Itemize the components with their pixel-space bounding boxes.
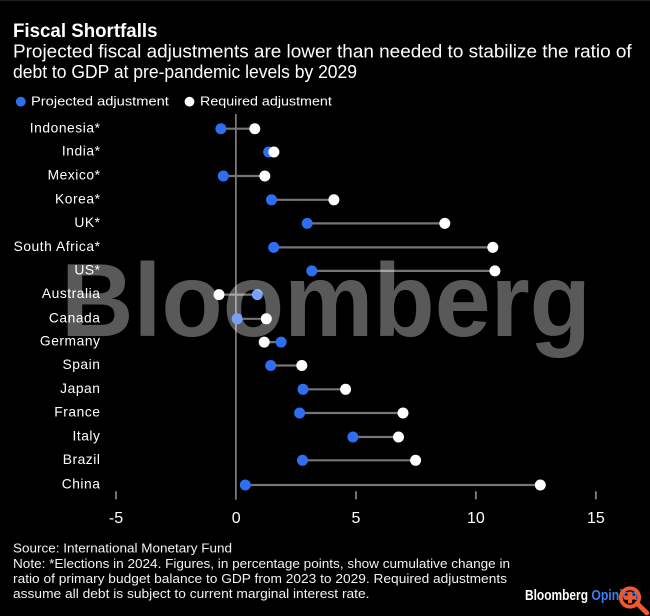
svg-text:Required adjustment: Required adjustment	[200, 93, 332, 108]
svg-text:Indonesia*: Indonesia*	[30, 120, 101, 135]
svg-text:Japan: Japan	[60, 381, 100, 396]
svg-text:15: 15	[587, 510, 605, 527]
svg-text:Korea*: Korea*	[55, 191, 101, 206]
svg-text:South Africa*: South Africa*	[14, 239, 101, 254]
svg-text:US*: US*	[74, 263, 100, 278]
svg-text:UK*: UK*	[74, 215, 100, 230]
svg-text:Germany: Germany	[40, 334, 101, 349]
svg-text:10: 10	[467, 510, 485, 527]
svg-text:France: France	[54, 405, 100, 420]
svg-text:Bloomberg: Bloomberg	[525, 588, 588, 604]
svg-text:Source: International Monetary: Source: International Monetary Fund	[13, 541, 232, 556]
svg-text:ratio of primary budget balanc: ratio of primary budget balance to GDP f…	[13, 571, 507, 586]
svg-text:Opinion: Opinion	[591, 588, 637, 604]
svg-text:Projected adjustment: Projected adjustment	[31, 93, 169, 108]
svg-text:Mexico*: Mexico*	[48, 168, 101, 183]
svg-text:Australia: Australia	[42, 286, 101, 301]
svg-text:Note: *Elections in 2024. Figu: Note: *Elections in 2024. Figures, in pe…	[13, 556, 510, 571]
svg-text:5: 5	[352, 510, 361, 527]
svg-text:China: China	[62, 477, 101, 492]
svg-text:0: 0	[232, 510, 241, 527]
svg-text:Brazil: Brazil	[63, 452, 101, 467]
svg-text:Canada: Canada	[49, 310, 101, 325]
svg-text:Bloomberg: Bloomberg	[61, 243, 591, 359]
svg-text:assume all debt is subject to: assume all debt is subject to current ma…	[13, 586, 370, 601]
svg-text:debt to GDP at pre-pandemic le: debt to GDP at pre-pandemic levels by 20…	[13, 62, 357, 82]
svg-text:Projected fiscal adjustments a: Projected fiscal adjustments are lower t…	[13, 41, 633, 61]
svg-text:Fiscal Shortfalls: Fiscal Shortfalls	[13, 20, 158, 42]
svg-text:India*: India*	[62, 144, 101, 159]
svg-text:-5: -5	[109, 510, 123, 527]
svg-text:Spain: Spain	[62, 357, 100, 372]
svg-text:Italy: Italy	[72, 429, 100, 444]
